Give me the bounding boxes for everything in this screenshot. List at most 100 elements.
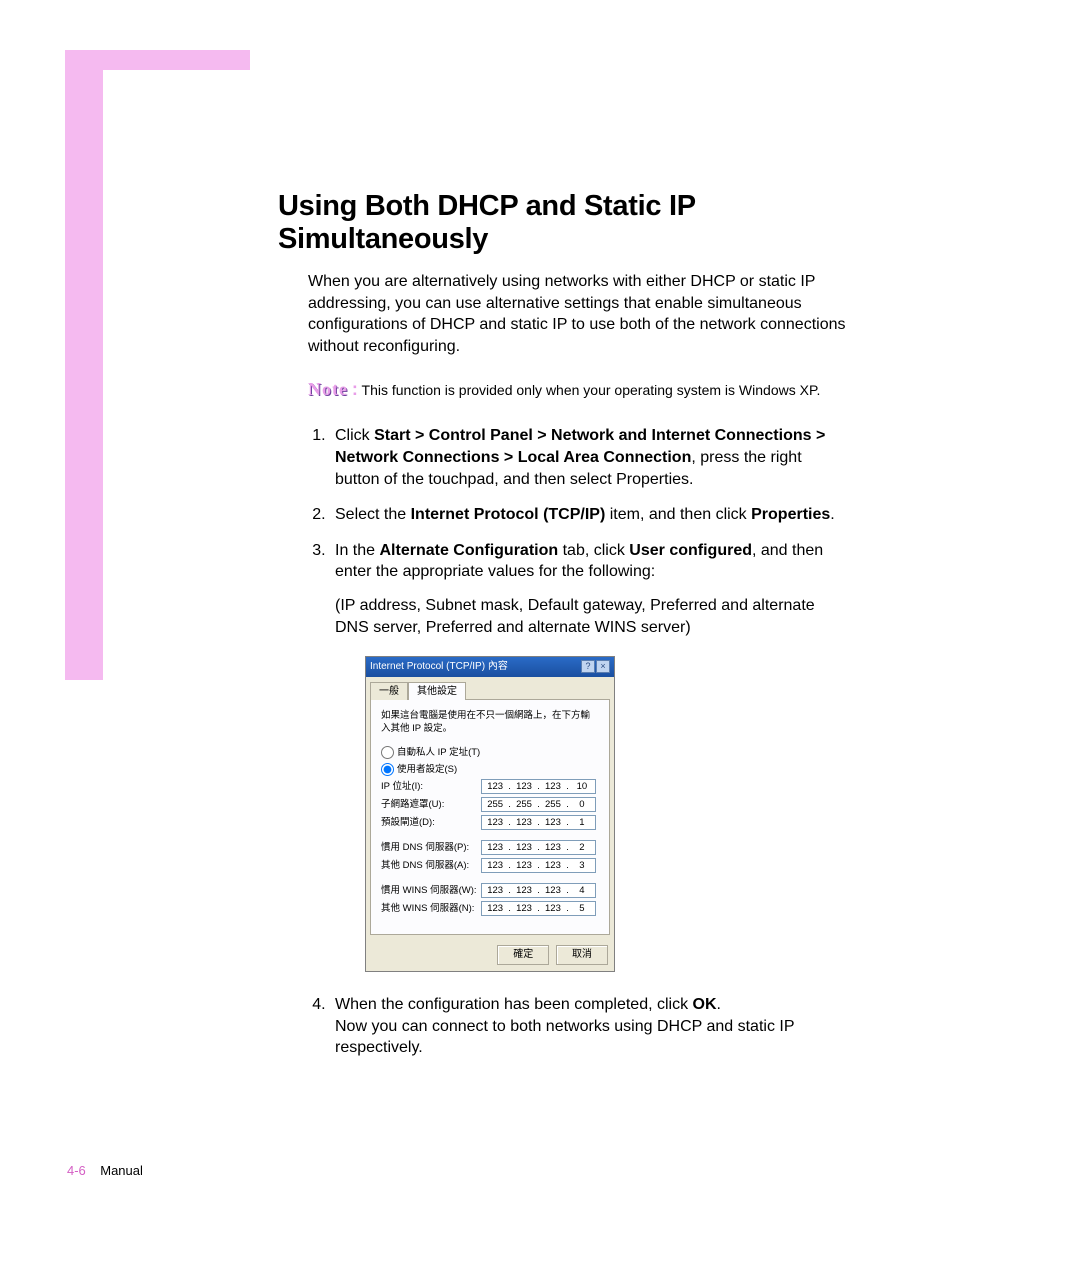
- step-3: In the Alternate Configuration tab, clic…: [330, 540, 848, 972]
- ip-octet: 255: [482, 799, 508, 812]
- footer: 4-6 Manual: [67, 1163, 143, 1178]
- dialog-screenshot: Internet Protocol (TCP/IP) 內容 ?× 一般其他設定 …: [365, 656, 848, 972]
- step-4-sub: Now you can connect to both networks usi…: [335, 1016, 848, 1059]
- field-group-2: 慣用 DNS 伺服器(P):123.123.123.2其他 DNS 伺服器(A)…: [381, 840, 599, 873]
- t: Properties: [751, 506, 830, 523]
- ip-octet: 123: [511, 885, 537, 898]
- t: In the: [335, 542, 379, 559]
- intro-paragraph: When you are alternatively using network…: [308, 271, 848, 357]
- ip-octet: 123: [482, 781, 508, 794]
- ip-octet: 123: [482, 903, 508, 916]
- field-group-3: 慣用 WINS 伺服器(W):123.123.123.4 其他 WINS 伺服器(…: [381, 883, 599, 916]
- ip-input[interactable]: 123.123.123.5: [481, 901, 596, 916]
- tab-alternate[interactable]: 其他設定: [408, 682, 466, 701]
- step-2: Select the Internet Protocol (TCP/IP) it…: [330, 504, 848, 526]
- ip-octet: 123: [540, 817, 566, 830]
- radio-user-label: 使用者設定(S): [397, 764, 457, 775]
- field-row: 其他 WINS 伺服器(N):123.123.123.5: [381, 901, 599, 916]
- ip-octet: 123: [511, 903, 537, 916]
- radio-auto-input[interactable]: [381, 746, 394, 759]
- button-row: 確定 取消: [366, 939, 614, 971]
- ip-octet: 10: [569, 781, 595, 794]
- ip-octet: 1: [569, 817, 595, 830]
- t: User configured: [629, 542, 752, 559]
- t: Select the: [335, 506, 411, 523]
- close-icon[interactable]: ×: [596, 660, 610, 673]
- note-word: Note: [308, 379, 348, 399]
- ip-octet: 123: [511, 842, 537, 855]
- note-colon: :: [352, 379, 358, 399]
- field-label: 慣用 DNS 伺服器(P):: [381, 842, 481, 855]
- field-label: IP 位址(I):: [381, 781, 481, 794]
- ip-input[interactable]: 123.123.123.4: [481, 883, 596, 898]
- titlebar-buttons: ?×: [580, 660, 610, 674]
- t: Internet Protocol (TCP/IP): [411, 506, 606, 523]
- tcpip-dialog: Internet Protocol (TCP/IP) 內容 ?× 一般其他設定 …: [365, 656, 615, 972]
- ip-input[interactable]: 123.123.123.1: [481, 815, 596, 830]
- t: Alternate Configuration: [379, 542, 558, 559]
- ip-octet: 123: [482, 885, 508, 898]
- t: When the configuration has been complete…: [335, 996, 693, 1013]
- radio-user[interactable]: 使用者設定(S): [381, 763, 599, 777]
- t: item, and then click: [605, 506, 751, 523]
- ip-input[interactable]: 123.123.123.2: [481, 840, 596, 855]
- ip-input[interactable]: 123.123.123.3: [481, 858, 596, 873]
- ip-octet: 123: [540, 781, 566, 794]
- decor-side-bar: [65, 70, 103, 680]
- dialog-title: Internet Protocol (TCP/IP) 內容: [370, 660, 508, 674]
- help-icon[interactable]: ?: [581, 660, 595, 673]
- ip-octet: 255: [511, 799, 537, 812]
- field-row: 子網路遮罩(U):255.255.255.0: [381, 797, 599, 812]
- ip-octet: 2: [569, 842, 595, 855]
- tabs: 一般其他設定: [366, 677, 614, 700]
- step-4: When the configuration has been complete…: [330, 994, 848, 1059]
- decor-top-bar: [65, 50, 250, 70]
- field-row: IP 位址(I):123.123.123.10: [381, 779, 599, 794]
- t: .: [830, 506, 834, 523]
- ip-input[interactable]: 123.123.123.10: [481, 779, 596, 794]
- step-1: Click Start > Control Panel > Network an…: [330, 425, 848, 490]
- page-number: 4-6: [67, 1163, 86, 1178]
- ip-octet: 5: [569, 903, 595, 916]
- ip-octet: 123: [540, 903, 566, 916]
- note-text: This function is provided only when your…: [362, 382, 821, 398]
- ip-octet: 123: [540, 860, 566, 873]
- field-label: 預設閘道(D):: [381, 817, 481, 830]
- steps-list: Click Start > Control Panel > Network an…: [308, 425, 848, 1058]
- ip-octet: 4: [569, 885, 595, 898]
- ip-input[interactable]: 255.255.255.0: [481, 797, 596, 812]
- cancel-button[interactable]: 取消: [556, 945, 608, 965]
- page-heading: Using Both DHCP and Static IP Simultaneo…: [278, 190, 848, 256]
- ok-button[interactable]: 確定: [497, 945, 549, 965]
- ip-octet: 255: [540, 799, 566, 812]
- field-label: 其他 WINS 伺服器(N):: [381, 903, 481, 916]
- field-row: 慣用 WINS 伺服器(W):123.123.123.4: [381, 883, 599, 898]
- tab-general[interactable]: 一般: [370, 682, 408, 701]
- panel: 如果這台電腦是使用在不只一個網路上，在下方輸入其他 IP 設定。 自動私人 IP…: [370, 699, 610, 935]
- field-label: 子網路遮罩(U):: [381, 799, 481, 812]
- ip-octet: 0: [569, 799, 595, 812]
- ip-octet: 123: [540, 885, 566, 898]
- field-label: 其他 DNS 伺服器(A):: [381, 860, 481, 873]
- radio-auto-label: 自動私人 IP 定址(T): [397, 747, 480, 758]
- ip-octet: 123: [482, 817, 508, 830]
- t: Click: [335, 427, 374, 444]
- ip-octet: 123: [511, 860, 537, 873]
- radio-user-input[interactable]: [381, 763, 394, 776]
- field-row: 慣用 DNS 伺服器(P):123.123.123.2: [381, 840, 599, 855]
- ip-octet: 123: [511, 781, 537, 794]
- ip-octet: 123: [482, 842, 508, 855]
- field-group-1: IP 位址(I):123.123.123.10子網路遮罩(U):255.255.…: [381, 779, 599, 830]
- note-line: Note : This function is provided only wh…: [308, 379, 848, 400]
- panel-desc: 如果這台電腦是使用在不只一個網路上，在下方輸入其他 IP 設定。: [381, 710, 599, 736]
- content-area: Using Both DHCP and Static IP Simultaneo…: [278, 190, 848, 1073]
- t: tab, click: [558, 542, 629, 559]
- ip-octet: 123: [511, 817, 537, 830]
- step-3-sub: (IP address, Subnet mask, Default gatewa…: [335, 595, 848, 638]
- ip-octet: 123: [540, 842, 566, 855]
- ip-octet: 3: [569, 860, 595, 873]
- t: OK: [693, 996, 717, 1013]
- ip-octet: 123: [482, 860, 508, 873]
- radio-auto[interactable]: 自動私人 IP 定址(T): [381, 746, 599, 760]
- field-row: 預設閘道(D):123.123.123.1: [381, 815, 599, 830]
